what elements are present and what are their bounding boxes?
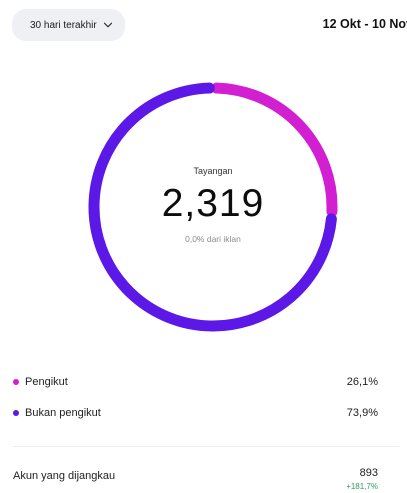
donut-center: Tayangan 2,319 0,0% dari iklan [88, 82, 338, 332]
donut-svg [88, 82, 338, 332]
legend-label-non-followers: Bukan pengikut [25, 407, 101, 419]
followers-dot [13, 379, 19, 385]
legend-value-followers: 26,1% [346, 376, 378, 388]
accounts-reached-label: Akun yang dijangkau [13, 470, 116, 482]
period-selector-label: 30 hari terakhir [30, 19, 97, 31]
section-divider [13, 446, 399, 447]
impressions-label: Tayangan [193, 166, 233, 176]
legend-label-followers: Pengikut [25, 376, 68, 388]
impressions-value: 2,319 [161, 182, 265, 225]
followers-arc [211, 82, 338, 217]
accounts-reached-value: 893 [359, 467, 378, 479]
legend-value-non-followers: 73,9% [346, 407, 378, 419]
impressions-donut-chart: Tayangan 2,319 0,0% dari iklan [88, 82, 338, 332]
non-followers-arc [88, 82, 337, 332]
date-range: 12 Okt - 10 Nov [322, 17, 407, 31]
legend-row-non-followers: Bukan pengikut 73,9% [13, 405, 378, 421]
legend-row-followers: Pengikut 26,1% [13, 374, 378, 390]
accounts-reached-change: +181,7% [346, 482, 378, 491]
period-selector[interactable]: 30 hari terakhir [12, 9, 125, 41]
chevron-down-icon [103, 22, 112, 28]
non-followers-dot [13, 410, 19, 416]
ads-share-label: 0,0% dari iklan [185, 234, 241, 244]
